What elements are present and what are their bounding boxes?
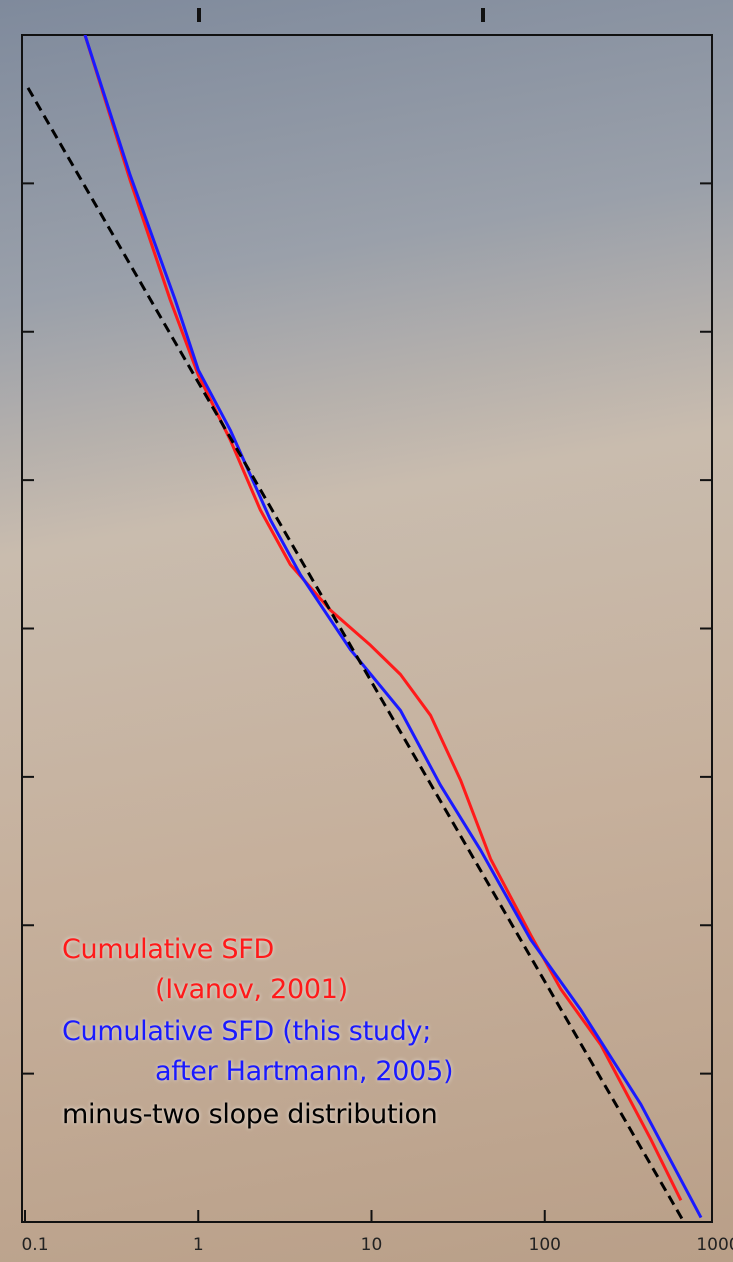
x-tick-label: 1000 [696,1235,733,1255]
series-line [83,35,703,1219]
x-tick-label: 0.1 [21,1235,48,1255]
series-line [83,35,683,1201]
x-tick-label: 100 [529,1235,561,1255]
top-mark [197,8,201,22]
legend-entry: Cumulative SFD (Ivanov, 2001) [62,934,348,1005]
legend-entry: Cumulative SFD (this study; after Hartma… [62,1016,454,1087]
top-mark [481,8,485,22]
x-tick-label: 10 [361,1235,383,1255]
x-tick-label: 1 [193,1235,204,1255]
series-line [26,87,686,1222]
legend-entry: minus-two slope distribution [62,1099,438,1130]
